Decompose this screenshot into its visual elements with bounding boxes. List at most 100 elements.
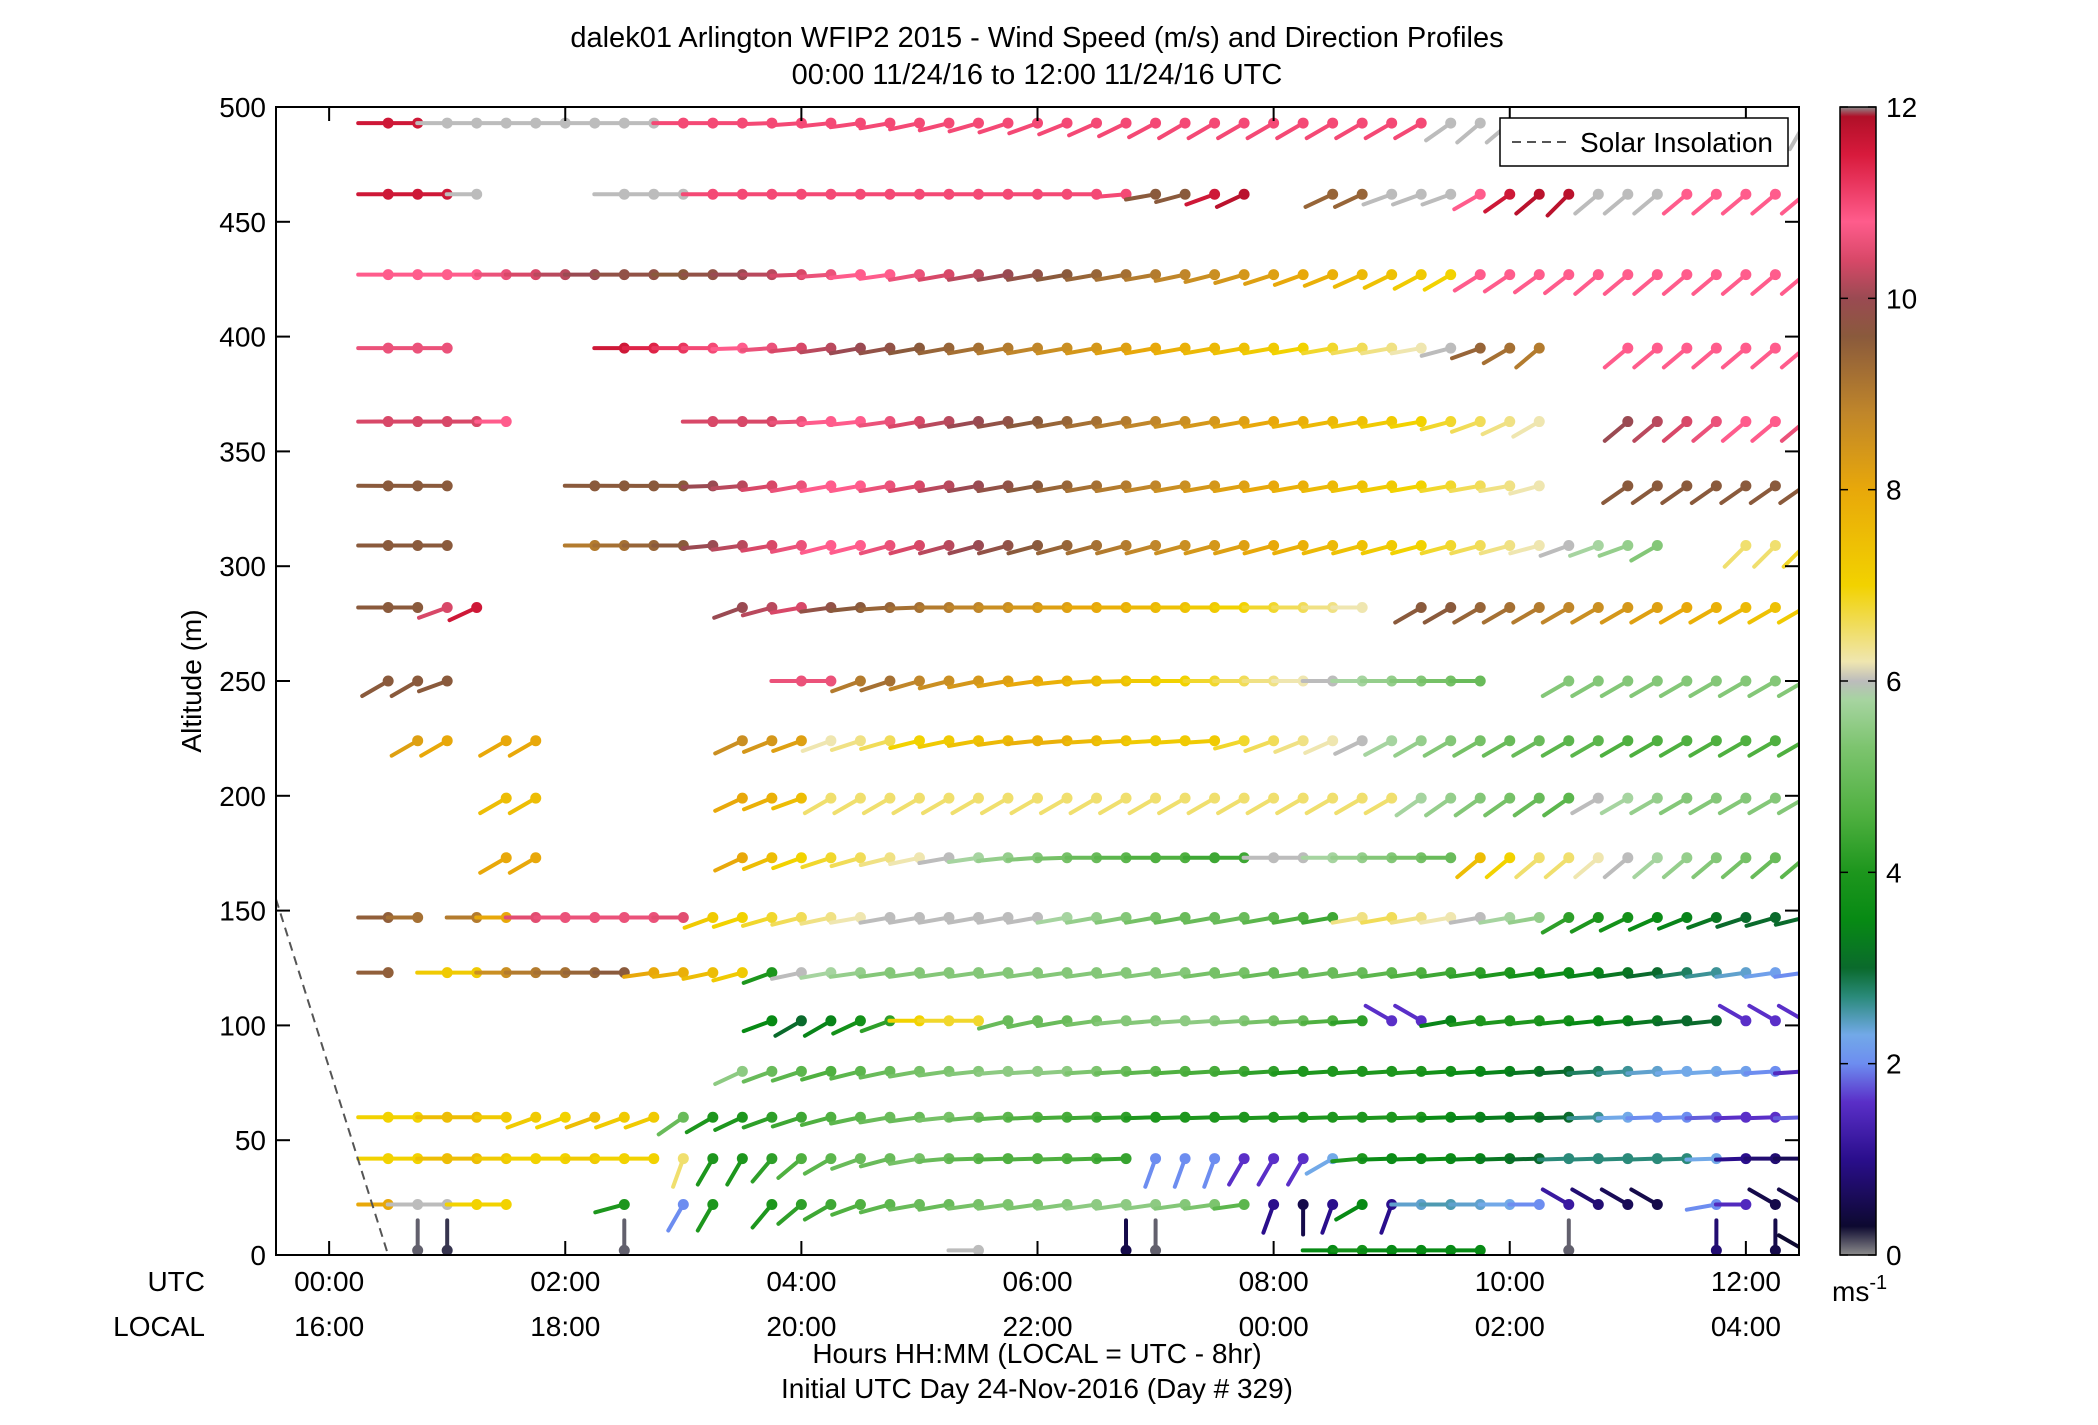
wind-barb-dot <box>1829 793 1840 804</box>
wind-barb-staff <box>1913 1071 1923 1099</box>
wind-barb-dot <box>1769 735 1781 747</box>
x-tick-label-utc: 12:00 <box>1711 1266 1781 1297</box>
wind-barb-dot <box>1356 1198 1368 1210</box>
wind-barb-dot <box>854 1198 866 1210</box>
wind-barb-staff <box>2071 1071 2081 1099</box>
wind-barb-dot <box>412 735 424 747</box>
wind-barb-dot <box>2036 480 2047 491</box>
wind-barb-dot <box>559 1111 571 1123</box>
x-tick-label-local: 20:00 <box>766 1311 836 1342</box>
wind-barb-dot <box>1740 852 1752 864</box>
wind-barb-dot <box>1061 792 1073 804</box>
wind-barb-dot <box>2095 676 2098 687</box>
wind-barb-dot <box>1445 188 1457 200</box>
wind-barb-dot <box>1681 911 1693 923</box>
wind-barb-staff <box>2026 1224 2041 1250</box>
wind-barb-staff <box>2033 1117 2041 1146</box>
wind-barb-dot <box>1888 1112 1899 1123</box>
wind-barb-dot <box>1976 1015 1987 1026</box>
wind-barb-dot <box>1947 852 1958 863</box>
x-tick-label-utc: 00:00 <box>294 1266 364 1297</box>
colorbar-tick-label: 12 <box>1886 92 1917 123</box>
wind-barb-dot <box>1799 967 1810 978</box>
wind-barb-dot <box>1651 735 1663 747</box>
wind-barb-dot <box>1445 269 1457 281</box>
wind-barb-dot <box>1947 1153 1958 1164</box>
wind-barb-dot <box>1829 1066 1840 1077</box>
wind-barb-dot <box>2036 912 2047 923</box>
wind-barb-dot <box>2095 967 2098 978</box>
wind-barb-staff <box>1931 546 1952 567</box>
x-axis-label: Hours HH:MM (LOCAL = UTC - 8hr) <box>812 1338 1261 1369</box>
wind-barb-dot <box>1179 188 1191 200</box>
wind-barb-staff <box>1923 973 1953 977</box>
wind-barb-staff <box>2018 275 2041 294</box>
colorbar-tick-label: 4 <box>1886 857 1902 888</box>
wind-barb-dot <box>1533 792 1545 804</box>
x-tick-label-local: 02:00 <box>1475 1311 1545 1342</box>
wind-barb-dot <box>1681 480 1693 492</box>
wind-barb-staff <box>2018 858 2041 877</box>
colorbar-tick-label: 0 <box>1886 1240 1902 1271</box>
wind-barb-dot <box>1681 269 1693 281</box>
wind-barb-staff <box>2012 1204 2041 1212</box>
wind-barb-dot <box>884 675 896 687</box>
wind-barb-dot <box>1563 675 1575 687</box>
wind-barb-dot <box>1799 912 1810 923</box>
wind-barb-staff <box>2085 917 2098 943</box>
wind-barb-staff <box>1779 423 1799 443</box>
wind-barb-staff <box>1808 608 1834 623</box>
wind-barb-dot <box>1622 852 1634 864</box>
wind-barb-staff <box>1808 1190 1834 1205</box>
wind-barb-staff <box>1779 860 1799 880</box>
wind-barb-dot <box>1740 1015 1752 1027</box>
wind-barb-staff <box>1808 1235 1834 1250</box>
wind-barb-dot <box>1474 735 1486 747</box>
x-tick-label-local: 00:00 <box>1239 1311 1309 1342</box>
wind-barb-dot <box>1091 792 1103 804</box>
wind-barb-dot <box>1681 792 1693 804</box>
wind-barb-staff <box>2001 1117 2011 1145</box>
wind-barb-dot <box>2095 480 2098 491</box>
wind-barb-dot <box>2095 1066 2098 1077</box>
wind-barb-dot <box>441 540 453 552</box>
wind-barb-dot <box>1651 416 1663 428</box>
wind-barb-dot <box>2095 912 2098 923</box>
wind-barb-dot <box>1651 602 1663 614</box>
wind-barb-staff <box>1897 1190 1923 1205</box>
wind-barb-dot <box>1976 676 1987 687</box>
wind-barb-dot <box>1327 1198 1339 1210</box>
wind-barb-staff <box>1989 348 2012 367</box>
wind-barb-dot <box>1976 416 1987 427</box>
wind-barb-staff <box>2090 486 2098 514</box>
wind-barb-dot <box>1386 117 1398 129</box>
wind-barb-dot <box>1829 676 1840 687</box>
wind-barb-dot <box>1976 343 1987 354</box>
wind-barb-dot <box>736 602 748 614</box>
y-tick-label: 250 <box>219 666 266 697</box>
wind-barb-staff <box>1986 741 2012 756</box>
wind-barb-staff <box>2087 546 2098 573</box>
wind-barb-dot <box>1238 188 1250 200</box>
wind-barb-dot <box>1829 540 1840 551</box>
wind-barb-dot <box>1415 735 1427 747</box>
wind-barb-staff <box>2056 546 2071 572</box>
wind-barb-dot <box>1533 480 1545 492</box>
wind-barb-dot <box>1740 480 1752 492</box>
wind-barb-dot <box>1799 1066 1810 1077</box>
wind-barb-staff <box>1808 798 1834 813</box>
wind-barb-dot <box>1504 735 1516 747</box>
wind-barb-dot <box>1297 1198 1309 1210</box>
wind-barb-dot <box>1829 1015 1840 1026</box>
wind-barb-dot <box>2065 416 2076 427</box>
wind-barb-dot <box>1947 1066 1958 1077</box>
x-tick-label-utc: 10:00 <box>1475 1266 1545 1297</box>
wind-barb-dot <box>1681 735 1693 747</box>
wind-barb-dot <box>1592 675 1604 687</box>
wind-barb-dot <box>1651 480 1663 492</box>
wind-barb-staff <box>1986 608 2012 623</box>
wind-barb-staff <box>2058 486 2071 513</box>
wind-barb-dot <box>441 1244 453 1255</box>
wind-barb-dot <box>2065 1112 2076 1123</box>
wind-barb-dot <box>972 792 984 804</box>
